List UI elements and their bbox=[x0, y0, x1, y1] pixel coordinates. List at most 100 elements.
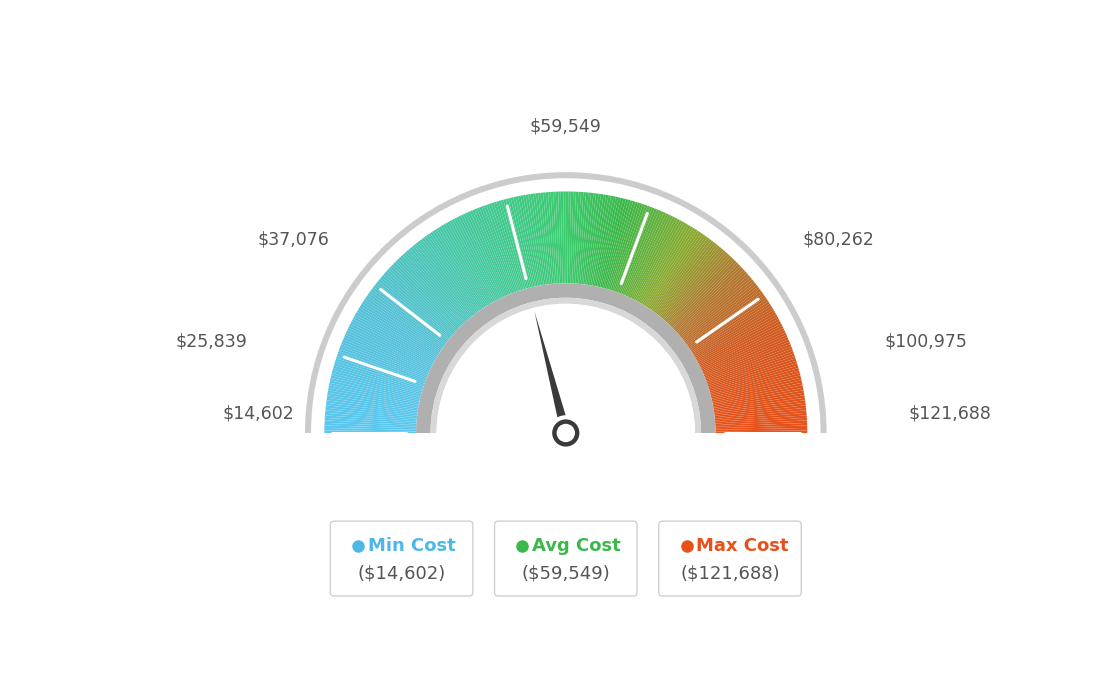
Wedge shape bbox=[690, 299, 768, 351]
Wedge shape bbox=[383, 273, 454, 335]
Wedge shape bbox=[597, 197, 618, 287]
Wedge shape bbox=[696, 312, 776, 359]
Wedge shape bbox=[545, 192, 555, 284]
Wedge shape bbox=[408, 248, 469, 319]
Text: ($121,688): ($121,688) bbox=[680, 564, 779, 582]
Wedge shape bbox=[681, 279, 754, 339]
Wedge shape bbox=[353, 317, 435, 362]
Wedge shape bbox=[372, 287, 446, 344]
Wedge shape bbox=[575, 192, 584, 284]
Wedge shape bbox=[526, 195, 542, 286]
Wedge shape bbox=[715, 415, 807, 424]
Wedge shape bbox=[325, 413, 416, 422]
Text: $25,839: $25,839 bbox=[176, 332, 247, 351]
Wedge shape bbox=[475, 208, 511, 295]
Wedge shape bbox=[404, 252, 467, 322]
Wedge shape bbox=[715, 411, 806, 420]
Wedge shape bbox=[468, 211, 507, 296]
Wedge shape bbox=[651, 235, 705, 311]
Wedge shape bbox=[705, 346, 793, 381]
Wedge shape bbox=[376, 281, 449, 340]
Wedge shape bbox=[698, 319, 779, 364]
Wedge shape bbox=[563, 191, 565, 284]
Wedge shape bbox=[699, 324, 782, 366]
Wedge shape bbox=[713, 388, 804, 406]
Wedge shape bbox=[325, 431, 416, 433]
Wedge shape bbox=[364, 297, 442, 350]
Wedge shape bbox=[373, 285, 447, 342]
Wedge shape bbox=[327, 395, 418, 411]
Wedge shape bbox=[533, 193, 548, 285]
Wedge shape bbox=[609, 201, 638, 290]
Wedge shape bbox=[576, 192, 586, 284]
Wedge shape bbox=[386, 270, 456, 333]
FancyBboxPatch shape bbox=[659, 521, 802, 596]
Wedge shape bbox=[713, 393, 805, 410]
Wedge shape bbox=[473, 209, 509, 295]
Text: $59,549: $59,549 bbox=[530, 117, 602, 135]
Wedge shape bbox=[449, 220, 495, 302]
Wedge shape bbox=[639, 223, 687, 304]
Wedge shape bbox=[714, 408, 806, 419]
Wedge shape bbox=[414, 244, 473, 317]
Wedge shape bbox=[625, 211, 664, 296]
Wedge shape bbox=[689, 295, 765, 349]
Wedge shape bbox=[606, 200, 634, 289]
Wedge shape bbox=[325, 426, 416, 430]
Wedge shape bbox=[336, 358, 424, 388]
Wedge shape bbox=[643, 225, 691, 305]
Wedge shape bbox=[380, 277, 452, 337]
Wedge shape bbox=[618, 206, 652, 293]
Wedge shape bbox=[350, 324, 433, 366]
Wedge shape bbox=[703, 337, 788, 375]
Wedge shape bbox=[675, 268, 744, 332]
Wedge shape bbox=[682, 281, 755, 340]
Wedge shape bbox=[598, 197, 620, 287]
Wedge shape bbox=[712, 385, 803, 405]
Wedge shape bbox=[420, 239, 477, 314]
Wedge shape bbox=[712, 380, 802, 402]
Wedge shape bbox=[456, 217, 499, 299]
Wedge shape bbox=[611, 203, 640, 290]
Wedge shape bbox=[569, 192, 573, 284]
Wedge shape bbox=[591, 195, 608, 286]
Wedge shape bbox=[711, 371, 799, 396]
Wedge shape bbox=[452, 219, 497, 301]
Wedge shape bbox=[708, 353, 795, 385]
Wedge shape bbox=[443, 224, 491, 304]
Wedge shape bbox=[359, 306, 438, 355]
Wedge shape bbox=[333, 366, 422, 393]
Wedge shape bbox=[343, 337, 428, 375]
Wedge shape bbox=[336, 356, 424, 386]
Wedge shape bbox=[416, 283, 715, 433]
Wedge shape bbox=[711, 373, 800, 397]
Wedge shape bbox=[668, 257, 733, 325]
Wedge shape bbox=[367, 295, 443, 349]
Wedge shape bbox=[458, 215, 500, 299]
Wedge shape bbox=[586, 194, 601, 285]
Wedge shape bbox=[702, 333, 786, 372]
Wedge shape bbox=[662, 248, 723, 319]
Text: $14,602: $14,602 bbox=[223, 404, 295, 423]
Wedge shape bbox=[503, 199, 529, 288]
Wedge shape bbox=[708, 356, 796, 386]
Wedge shape bbox=[340, 344, 426, 380]
Wedge shape bbox=[426, 235, 480, 311]
Wedge shape bbox=[454, 218, 498, 300]
Wedge shape bbox=[637, 220, 682, 302]
Wedge shape bbox=[460, 215, 502, 298]
Wedge shape bbox=[710, 366, 798, 393]
Text: $121,688: $121,688 bbox=[909, 404, 991, 423]
Wedge shape bbox=[342, 339, 427, 377]
Wedge shape bbox=[401, 255, 465, 324]
Wedge shape bbox=[713, 391, 804, 408]
Wedge shape bbox=[555, 192, 561, 284]
Wedge shape bbox=[484, 205, 517, 292]
Wedge shape bbox=[498, 200, 526, 289]
Wedge shape bbox=[655, 239, 712, 314]
Wedge shape bbox=[378, 279, 450, 339]
Wedge shape bbox=[328, 388, 418, 406]
Wedge shape bbox=[331, 373, 421, 397]
Wedge shape bbox=[714, 400, 806, 414]
Wedge shape bbox=[713, 395, 805, 411]
